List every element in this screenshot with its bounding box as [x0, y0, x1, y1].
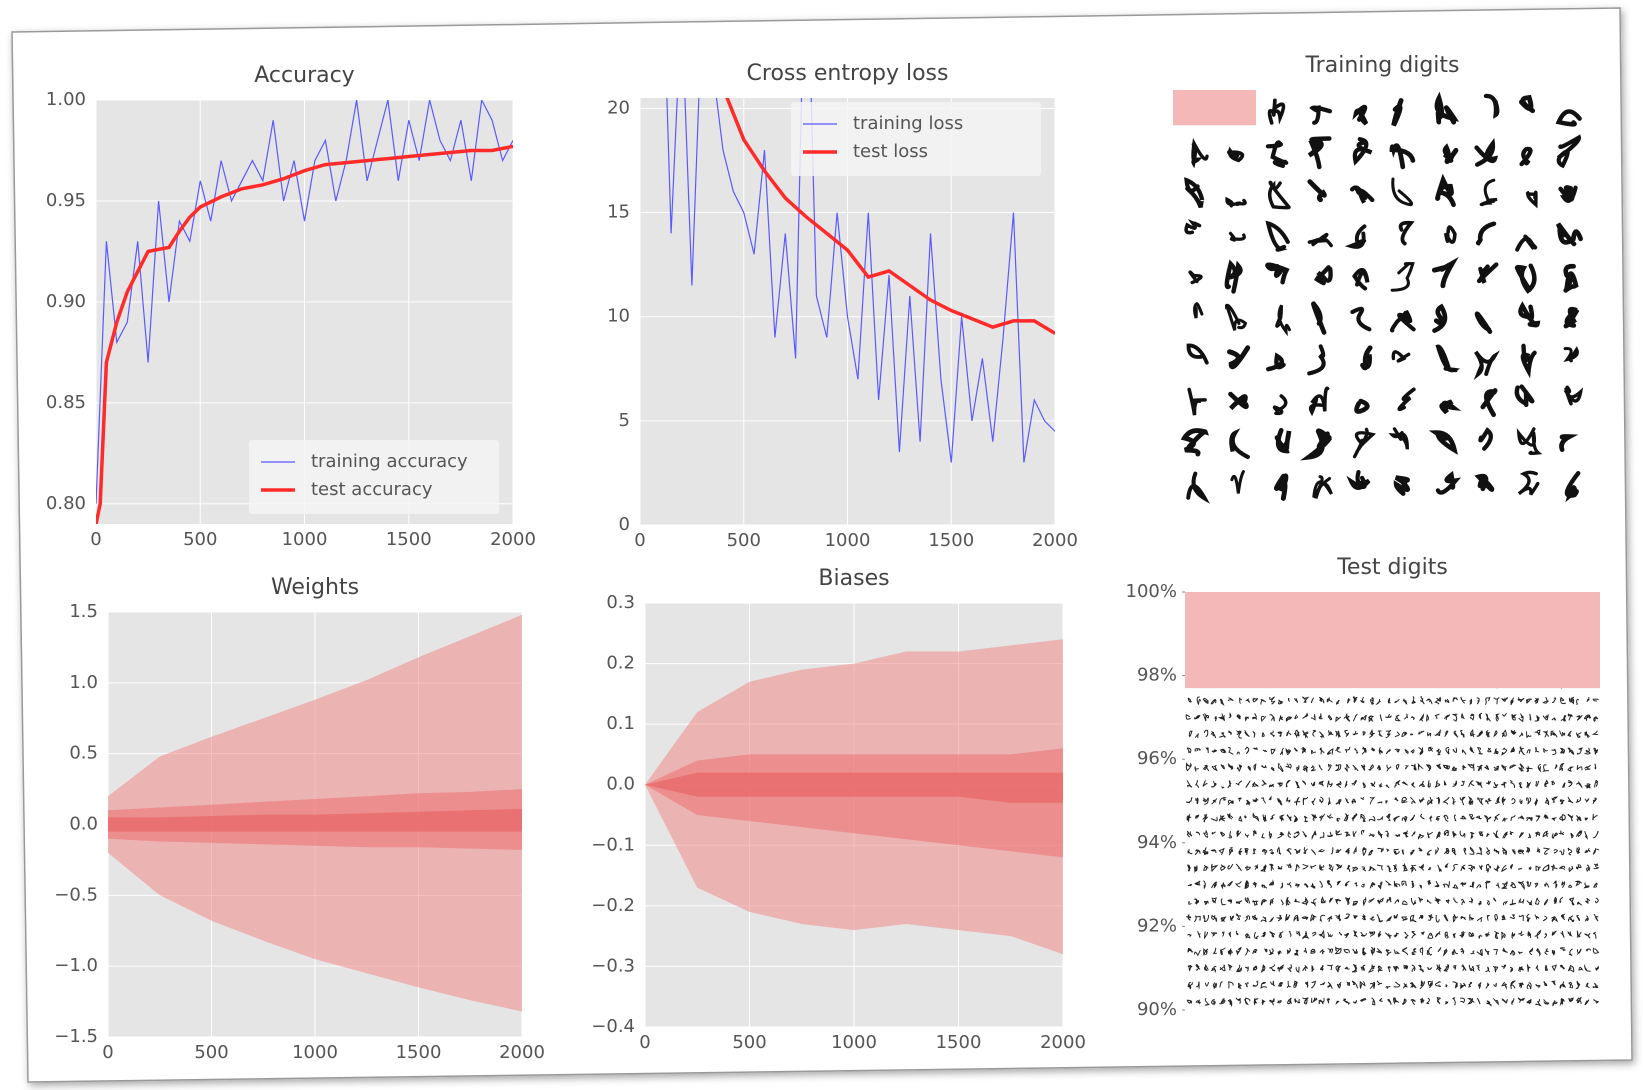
page: {"chart_data": [ {"type": "line", "title… [0, 0, 1643, 1090]
y-tick-label: 1.00 [46, 89, 86, 110]
y-tick-label: −0.1 [591, 834, 635, 855]
y-tick-label: 96% [1137, 748, 1177, 769]
y-tick-label: −0.5 [54, 884, 98, 905]
x-tick-label: 500 [732, 1032, 766, 1053]
y-tick-label: 0.85 [46, 392, 86, 413]
x-tick-label: 0 [634, 530, 645, 551]
y-tick-label: 0.95 [46, 190, 86, 211]
chart-title: Training digits [1304, 53, 1459, 78]
y-tick-label: 90% [1137, 999, 1177, 1020]
chart-title: Weights [271, 575, 359, 600]
y-tick-label: 20 [607, 97, 630, 118]
y-tick-label: 15 [607, 202, 630, 223]
dashboard: Accuracy0.800.850.900.951.00050010001500… [0, 0, 1643, 1090]
y-tick-label: 0.2 [606, 653, 635, 674]
legend-label: training loss [853, 113, 963, 134]
x-tick-label: 1500 [396, 1042, 442, 1063]
y-tick-label: 5 [619, 410, 630, 431]
x-tick-label: 500 [727, 530, 761, 551]
y-tick-label: 92% [1137, 915, 1177, 936]
x-tick-label: 1500 [936, 1032, 982, 1053]
x-tick-label: 1500 [928, 530, 974, 551]
x-tick-label: 1000 [825, 530, 871, 551]
y-tick-label: 10 [607, 306, 630, 327]
training-digit [1522, 149, 1531, 164]
y-tick-label: 100% [1126, 581, 1177, 602]
y-tick-label: 0.0 [69, 814, 98, 835]
y-tick-label: −1.5 [54, 1026, 98, 1047]
y-tick-label: 94% [1137, 832, 1177, 853]
x-tick-label: 1000 [282, 529, 328, 550]
y-tick-label: −1.0 [54, 955, 98, 976]
y-tick-label: 0 [619, 514, 630, 535]
x-tick-label: 1000 [831, 1032, 877, 1053]
y-tick-label: 98% [1137, 665, 1177, 686]
y-tick-label: −0.2 [591, 895, 635, 916]
misclassified-highlight [1173, 90, 1256, 125]
y-tick-label: 0.0 [606, 774, 635, 795]
y-tick-label: 0.80 [46, 493, 86, 514]
x-tick-label: 500 [183, 529, 217, 550]
y-tick-label: 1.0 [69, 672, 98, 693]
x-tick-label: 0 [90, 529, 101, 550]
x-tick-label: 2000 [490, 529, 536, 550]
legend-label: training accuracy [311, 451, 468, 472]
x-tick-label: 0 [102, 1042, 113, 1063]
training-digit [1561, 187, 1576, 201]
chart-title: Cross entropy loss [747, 61, 949, 86]
y-tick-label: 0.90 [46, 291, 86, 312]
chart-title: Accuracy [254, 63, 354, 88]
misclassified-highlight [1185, 592, 1600, 688]
chart-title: Test digits [1336, 555, 1448, 580]
chart-title: Biases [818, 566, 889, 591]
x-tick-label: 1000 [292, 1042, 338, 1063]
y-tick-label: 0.1 [606, 713, 635, 734]
x-tick-label: 2000 [1040, 1032, 1086, 1053]
y-tick-label: 0.5 [69, 743, 98, 764]
y-tick-label: 1.5 [69, 601, 98, 622]
y-tick-label: −0.3 [591, 955, 635, 976]
x-tick-label: 1500 [386, 529, 432, 550]
x-tick-label: 2000 [1032, 530, 1078, 551]
x-tick-label: 2000 [499, 1042, 545, 1063]
y-tick-label: −0.4 [591, 1016, 635, 1037]
x-tick-label: 0 [639, 1032, 650, 1053]
training-digit [1396, 478, 1408, 494]
legend-label: test loss [853, 141, 928, 162]
legend-label: test accuracy [311, 479, 433, 500]
y-tick-label: 0.3 [606, 592, 635, 613]
x-tick-label: 500 [194, 1042, 228, 1063]
